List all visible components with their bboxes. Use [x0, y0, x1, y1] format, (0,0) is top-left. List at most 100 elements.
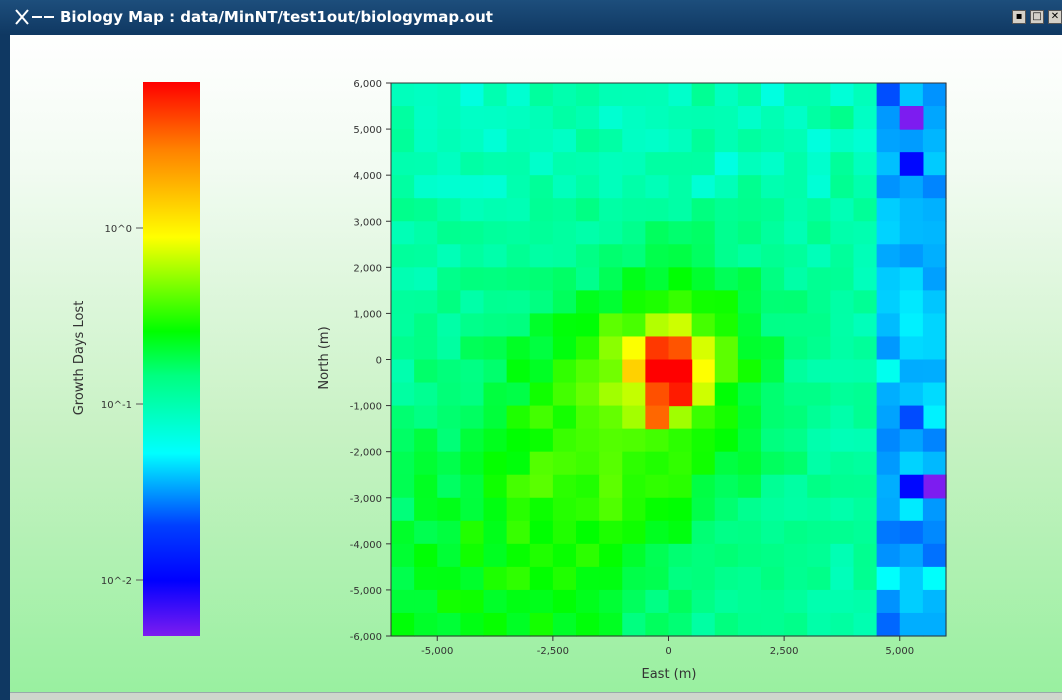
heatmap-cell: [483, 497, 508, 522]
heatmap-cell: [599, 313, 623, 338]
heatmap-cell: [552, 198, 577, 222]
heatmap-cell: [830, 543, 855, 568]
heatmap-cell: [483, 267, 508, 291]
heatmap-cell: [761, 543, 785, 568]
heatmap-cell: [576, 589, 600, 614]
heatmap-cell: [922, 589, 947, 614]
heatmap-cell: [922, 313, 947, 338]
heatmap-cell: [807, 566, 831, 591]
heatmap-cell: [761, 612, 785, 637]
heatmap-cell: [529, 589, 554, 614]
heatmap-cell-notable: [645, 382, 670, 407]
heatmap-cell: [853, 175, 878, 199]
title-bar[interactable]: Biology Map : data/MinNT/test1out/biolog…: [0, 0, 1062, 35]
heatmap-cell: [876, 612, 901, 637]
heatmap-cell: [529, 612, 554, 637]
heatmap-cell: [714, 474, 739, 499]
heatmap-cell: [622, 198, 646, 222]
heatmap-cell: [552, 244, 577, 268]
close-icon[interactable]: ✕: [1048, 10, 1062, 24]
heatmap-cell: [460, 474, 485, 499]
heatmap-cell-notable: [899, 405, 924, 430]
heatmap-cell: [807, 221, 831, 245]
heatmap-cell: [645, 520, 670, 545]
heatmap-cell: [876, 359, 901, 384]
heatmap-cell: [691, 244, 716, 268]
heatmap-cell: [714, 543, 739, 568]
heatmap-cell: [830, 313, 855, 338]
heatmap-cell: [391, 382, 415, 407]
heatmap-cell: [668, 405, 693, 430]
heatmap-cell: [460, 152, 485, 176]
y-tick-label: -5,000: [350, 586, 382, 597]
heatmap-cell: [645, 589, 670, 614]
heatmap-cell: [437, 198, 461, 222]
heatmap-cell: [552, 497, 577, 522]
x-window-icon[interactable]: [14, 8, 56, 26]
heatmap-cell: [784, 474, 808, 499]
heatmap-cell: [737, 405, 762, 430]
heatmap-cell: [691, 313, 716, 338]
heatmap-cell: [922, 198, 947, 222]
heatmap-cell: [899, 83, 924, 107]
heatmap-cell: [552, 175, 577, 199]
heatmap-cell: [622, 382, 646, 407]
heatmap-cell: [391, 497, 415, 522]
maximize-icon[interactable]: □: [1030, 10, 1044, 24]
heatmap-cell: [784, 244, 808, 268]
heatmap-cell: [830, 520, 855, 545]
heatmap-cell: [922, 451, 947, 476]
y-axis-label: North (m): [317, 326, 332, 389]
heatmap-cell: [391, 543, 415, 568]
heatmap-cell: [899, 589, 924, 614]
heatmap-cell: [645, 198, 670, 222]
heatmap-cell: [529, 382, 554, 407]
heatmap-cell: [830, 221, 855, 245]
heatmap-cell: [414, 612, 438, 637]
colorbar-tick-label: 10^-2: [101, 576, 132, 587]
heatmap-cell: [552, 589, 577, 614]
heatmap-cell: [506, 175, 531, 199]
heatmap-cell: [761, 336, 785, 361]
heatmap-cell: [576, 152, 600, 176]
heatmap-cell: [737, 336, 762, 361]
heatmap-cell: [922, 129, 947, 153]
heatmap-cell: [506, 566, 531, 591]
heatmap-cell: [761, 267, 785, 291]
heatmap-cell: [599, 543, 623, 568]
heatmap-cell: [737, 382, 762, 407]
heatmap-cell: [483, 83, 508, 107]
colorbar-tick-label: 10^0: [105, 224, 132, 235]
heatmap-cell: [691, 152, 716, 176]
heatmap-cell: [391, 589, 415, 614]
heatmap-cell: [506, 152, 531, 176]
minimize-icon[interactable]: ▪: [1012, 10, 1026, 24]
heatmap-cell: [576, 244, 600, 268]
window-border: [0, 35, 10, 700]
heatmap-cell: [460, 359, 485, 384]
heatmap-cell: [899, 336, 924, 361]
heatmap-cell: [714, 382, 739, 407]
heatmap-cell: [391, 83, 415, 107]
heatmap-cell: [437, 474, 461, 499]
heatmap-cell-notable: [645, 405, 670, 430]
heatmap-cell: [391, 405, 415, 430]
heatmap-cell: [576, 405, 600, 430]
heatmap-cell: [460, 129, 485, 153]
heatmap-cell: [391, 152, 415, 176]
heatmap-cell: [807, 543, 831, 568]
heatmap-cell: [529, 221, 554, 245]
heatmap-cell: [784, 129, 808, 153]
heatmap-cell: [529, 405, 554, 430]
heatmap-cell: [784, 497, 808, 522]
heatmap-cell: [784, 543, 808, 568]
biology-map-chart: 10^0 10^-1 10^-2 Growth Days Lost 6,000 5…: [72, 79, 947, 682]
heatmap-cell: [784, 428, 808, 453]
heatmap-cell: [807, 612, 831, 637]
heatmap-cell: [576, 428, 600, 453]
heatmap-cell: [899, 175, 924, 199]
heatmap-cell: [483, 106, 508, 130]
heatmap-cell: [922, 244, 947, 268]
heatmap-cell: [853, 152, 878, 176]
y-tick-label: 4,000: [353, 171, 382, 182]
